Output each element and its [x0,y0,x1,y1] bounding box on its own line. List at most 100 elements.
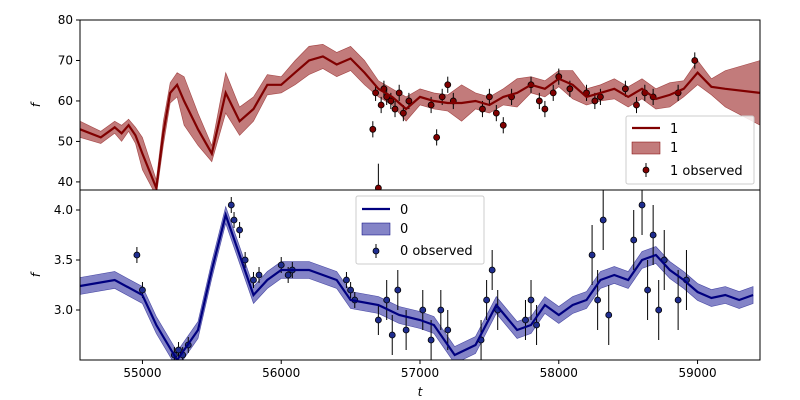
top-observed-point [691,52,699,69]
top-observed-marker [377,101,385,109]
bottom-plot-area [80,190,754,360]
top-observed-marker [369,125,377,133]
bottom-observed-point [527,280,535,320]
top-observed-marker [395,89,403,97]
bottom-y-axis: 3.0 3.5 4.0 [54,203,80,317]
top-observed-point [535,92,543,110]
top-model-line [80,55,760,190]
top-observed-point [633,96,640,114]
bottom-observed-marker [419,306,427,314]
top-observed-marker [391,105,399,113]
bottom-observed-point [599,190,607,250]
bottom-observed-marker [347,286,355,294]
top-observed-marker [405,97,413,105]
bottom-uncertainty-band [80,205,754,360]
top-observed-point [391,100,399,118]
bottom-x-tick-label: 56000 [262,366,300,380]
bottom-observed-marker [388,331,396,339]
bottom-observed-marker [383,296,391,304]
bottom-legend-entry-band: 0 [400,222,408,237]
bottom-observed-point [588,225,596,285]
top-legend-entry-observed: 1 observed [670,164,743,179]
top-observed-point [541,100,549,118]
bottom-observed-point [638,190,646,235]
bottom-observed-point [594,270,602,330]
top-observed-point [377,96,385,114]
top-observed-marker [591,97,599,105]
top-y-tick-label: 80 [58,13,73,27]
bottom-observed-point [644,260,651,320]
bottom-observed-point [343,272,350,288]
bottom-x-tick-label: 55000 [123,366,161,380]
bottom-legend-band-swatch [361,222,391,236]
bottom-observed-marker [588,251,596,259]
bottom-observed-marker [483,296,491,304]
bottom-observed-marker [250,276,257,284]
bottom-observed-point [230,212,238,228]
top-observed-point [395,84,403,101]
top-observed-marker [499,121,507,129]
bottom-legend-point-swatch [372,247,380,255]
bottom-observed-point [374,305,382,335]
bottom-observed-marker [175,346,182,354]
bottom-observed-marker [444,326,452,334]
bottom-observed-marker [594,296,602,304]
top-observed-point [372,84,379,101]
bottom-observed-point [277,257,285,273]
bottom-observed-point [383,280,391,320]
top-y-tick-label: 40 [58,175,73,189]
bottom-x-tick-label: 57000 [401,366,439,380]
top-y-tick-label: 50 [58,134,73,148]
top-observed-marker [691,57,699,64]
top-observed-point [597,88,604,105]
bottom-observed-point [255,267,263,283]
bottom-observed-point [437,290,445,330]
top-observed-marker [374,184,382,190]
bottom-observed-point [674,270,682,330]
top-observed-point [492,105,500,122]
bottom-observed-marker [674,296,682,304]
top-observed-marker [444,81,452,89]
bottom-observed-point [477,320,485,360]
bottom-observed-marker [343,276,350,284]
bottom-observed-point [655,280,663,340]
top-legend: 1 1 1 observed [625,115,755,185]
bottom-y-tick-label: 4.0 [54,203,73,217]
top-y-tick-label: 70 [58,53,73,67]
top-observed-marker [485,93,493,101]
bottom-observed-marker [227,201,235,209]
bottom-observed-point [175,342,182,358]
top-observed-point [444,76,452,93]
bottom-observed-point [427,320,435,360]
top-plot-area [80,43,760,190]
bottom-observed-marker [488,266,496,274]
bottom-observed-point [483,280,491,320]
top-observed-marker [549,89,557,97]
top-legend-band-swatch [631,141,661,155]
bottom-observed-point [241,252,249,268]
top-observed-point [433,129,441,146]
top-uncertainty-band [80,43,760,190]
bottom-x-axis: 55000 56000 57000 58000 59000 [123,360,717,380]
bottom-panel: 3.03.54.0 55000 56000 57000 58000 59000 f t … [29,189,761,399]
bottom-observed-marker [427,336,435,344]
top-observed-point [499,117,507,134]
top-observed-marker [387,97,395,105]
bottom-observed-point [488,250,496,290]
top-observed-marker [535,97,543,105]
bottom-observed-marker [139,286,146,294]
top-observed-point [369,121,377,138]
bottom-y-tick-label: 3.5 [54,253,73,267]
top-legend-entry-model: 1 [670,122,678,137]
bottom-observed-point [522,300,529,340]
bottom-observed-marker [236,226,243,234]
bottom-observed-marker [533,321,540,329]
bottom-observed-point [605,285,613,345]
top-observed-marker [633,101,640,109]
bottom-observed-marker [638,201,646,209]
bottom-y-axis-label: f [29,271,43,277]
top-y-tick-label: 60 [58,94,73,108]
top-y-axis: 40 50 60 70 80 [58,13,80,189]
top-observed-marker [427,101,435,109]
